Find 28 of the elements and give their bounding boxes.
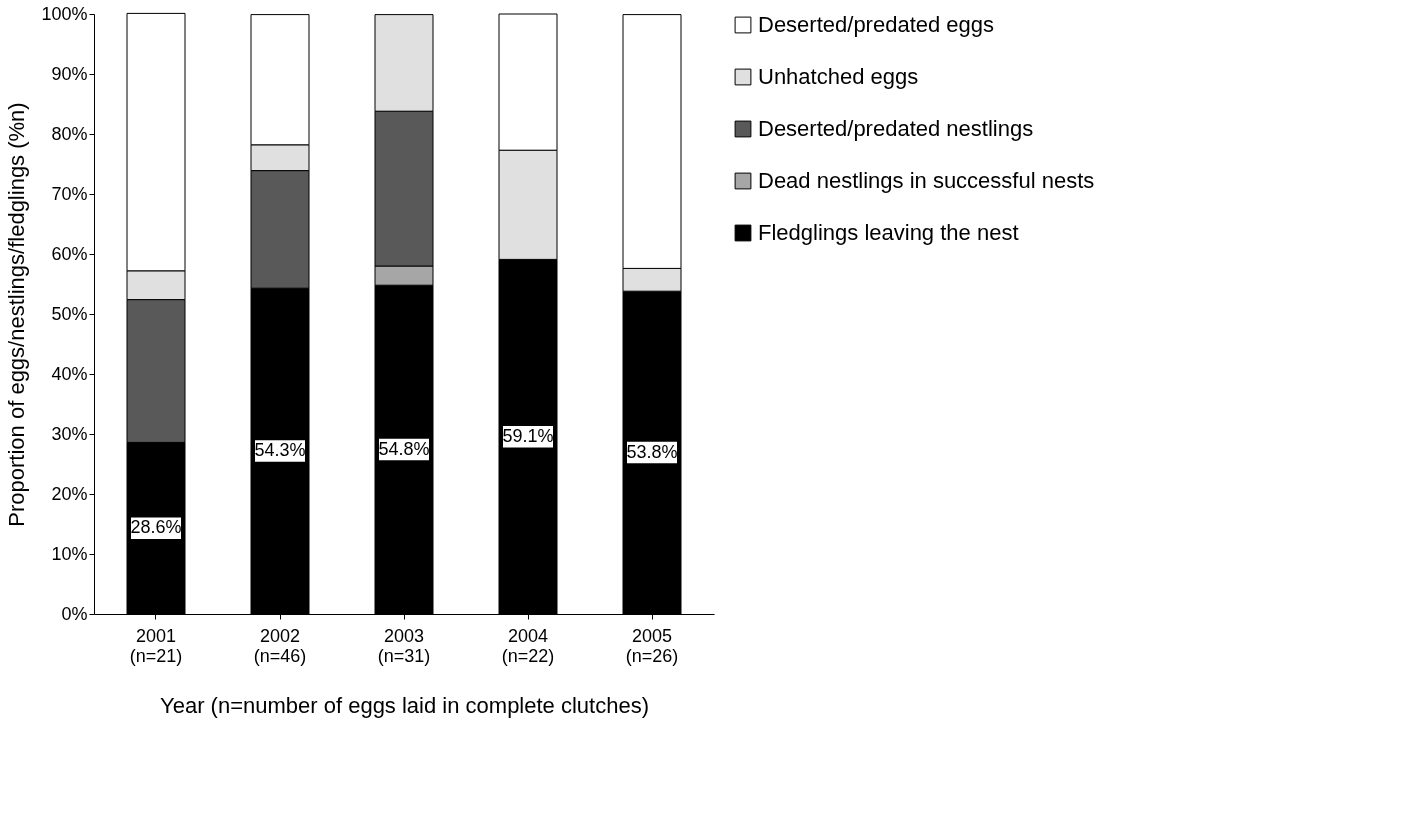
y-tick-label: 40%	[51, 363, 88, 384]
y-axis-title: Proportion of eggs/nestlings/fledglings (%n)	[4, 102, 30, 527]
y-tick-label: 70%	[51, 183, 88, 204]
x-tick-label: 2002 (n=46)	[253, 625, 307, 666]
legend-label: Dead nestlings in successful nests	[758, 168, 1095, 193]
y-tick-label: 50%	[51, 303, 88, 324]
legend-label: Deserted/predated eggs	[758, 12, 995, 37]
x-tick-label: 2004 (n=22)	[501, 625, 555, 666]
data-label: 54.3%	[254, 440, 306, 461]
y-tick-label: 0%	[61, 603, 88, 624]
data-label: 53.8%	[626, 441, 678, 462]
legend-label: Fledglings leaving the nest	[758, 220, 1019, 245]
y-tick-label: 60%	[51, 243, 88, 264]
y-tick-label: 100%	[41, 3, 88, 24]
y-tick-label: 90%	[51, 63, 88, 84]
data-label: 54.8%	[378, 438, 430, 459]
y-tick-label: 10%	[51, 543, 88, 564]
y-tick-label: 30%	[51, 423, 88, 444]
legend-label: Deserted/predated nestlings	[758, 116, 1034, 141]
x-tick-label: 2003 (n=31)	[377, 625, 431, 666]
x-tick-label: 2005 (n=26)	[625, 625, 679, 666]
y-tick-label: 80%	[51, 123, 88, 144]
y-tick-label: 20%	[51, 483, 88, 504]
data-label: 28.6%	[130, 517, 182, 538]
x-tick-label: 2001 (n=21)	[129, 625, 183, 666]
x-axis-title: Year (n=number of eggs laid in complete clutches)	[160, 692, 649, 718]
data-label: 59.1%	[502, 425, 554, 446]
legend-label: Unhatched eggs	[758, 64, 919, 89]
